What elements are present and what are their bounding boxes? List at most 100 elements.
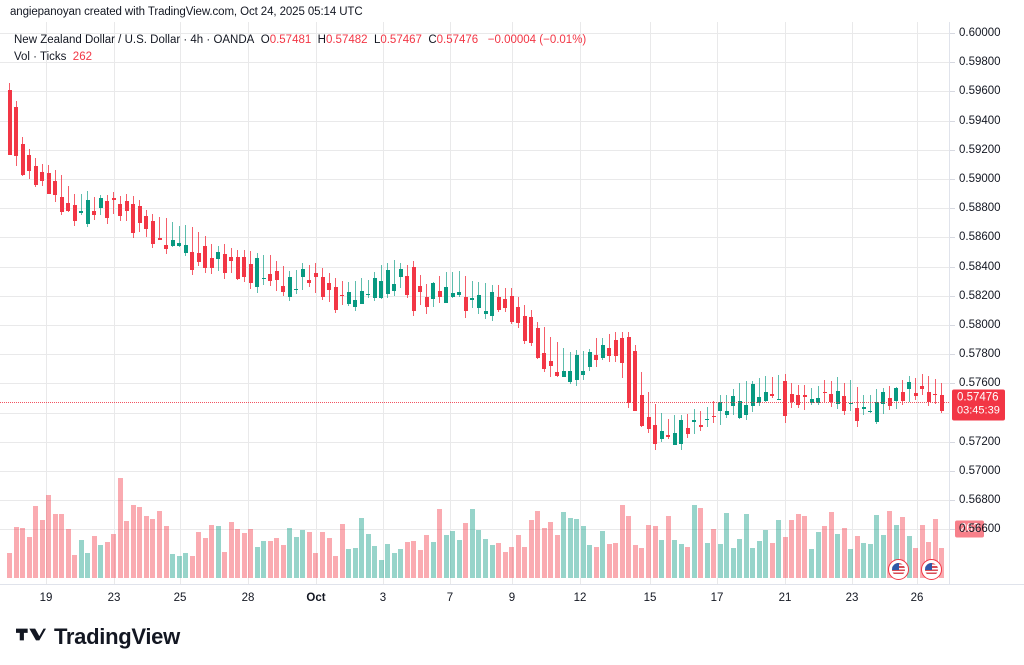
candle-wick	[817, 386, 819, 405]
volume-bar	[85, 553, 91, 578]
volume-bar	[567, 517, 573, 578]
candle-body	[926, 392, 931, 403]
volume-bar	[789, 519, 795, 578]
candle-wick	[915, 377, 917, 400]
volume-bar	[522, 547, 528, 578]
volume-bar	[52, 513, 58, 578]
candle-body	[124, 201, 129, 211]
volume-bar	[33, 506, 39, 578]
time-axis-tick: 12	[573, 592, 587, 604]
price-axis-tick: 0.59800	[959, 56, 1001, 69]
us-flag-icon	[925, 563, 938, 576]
volume-bar	[72, 554, 78, 578]
time-axis-tick: 23	[845, 592, 859, 604]
price-axis-tick-mark	[950, 354, 955, 356]
time-axis[interactable]: 19 23 25 28 Oct 3 7 9 12 15 17 21 23 26	[0, 584, 1024, 613]
candle-body	[346, 292, 351, 304]
price-axis-tick-mark	[950, 325, 955, 326]
gridline-horizontal	[0, 325, 949, 326]
candle-body	[724, 410, 729, 416]
candle-wick	[465, 275, 467, 318]
volume-bar	[385, 543, 391, 578]
volume-bar	[867, 543, 873, 578]
price-axis-tick-mark	[950, 149, 955, 151]
candle-body	[861, 407, 866, 410]
volume-bar	[939, 548, 945, 578]
volume-bar	[711, 528, 717, 578]
volume-bar	[202, 537, 208, 578]
gridline-vertical	[46, 22, 47, 584]
candle-body	[235, 256, 240, 280]
price-axis-tick: 0.59200	[959, 143, 1001, 156]
candle-body	[392, 283, 397, 291]
volume-bar	[822, 526, 827, 578]
volume-bar	[320, 531, 325, 578]
candle-body	[92, 210, 97, 215]
volume-bar	[215, 525, 221, 578]
volume-bar	[528, 519, 534, 578]
time-axis-tick: Oct	[306, 592, 326, 604]
volume-bar	[111, 534, 117, 578]
chart-pane[interactable]: New Zealand Dollar / U.S. Dollar · 4h · …	[0, 22, 949, 584]
volume-bar	[189, 555, 195, 578]
current-price-badge: 0.57476 03:45:39	[952, 389, 1005, 420]
tradingview-logo: TradingView	[16, 626, 180, 648]
volume-bar	[235, 528, 241, 578]
candle-body	[711, 415, 716, 417]
candle-body	[692, 420, 697, 423]
price-axis-tick: 0.57800	[959, 348, 1001, 361]
candle-wick	[471, 281, 473, 308]
candle-body	[7, 89, 12, 156]
economic-event-marker-us-flag-icon[interactable]	[921, 559, 942, 580]
volume-bar	[828, 511, 834, 578]
volume-bar	[496, 542, 501, 578]
price-axis-tick-mark	[950, 266, 955, 268]
candle-body	[737, 400, 742, 419]
price-axis-tick: 0.57200	[959, 435, 1001, 448]
volume-bar	[339, 523, 345, 578]
attribution-text: angiepanoyan created with TradingView.co…	[10, 6, 363, 18]
gridline-horizontal	[0, 441, 949, 443]
volume-bar	[802, 516, 808, 578]
volume-bar	[78, 539, 84, 578]
gridline-vertical	[450, 22, 451, 584]
candle-body	[190, 251, 195, 270]
gridline-vertical	[717, 22, 718, 584]
volume-bar	[261, 540, 267, 578]
volume-bar	[809, 549, 814, 578]
candle-body	[516, 307, 521, 324]
candle-wick	[608, 334, 610, 362]
current-price-line	[0, 401, 949, 403]
volume-bar	[65, 529, 71, 578]
candle-wick	[674, 414, 675, 446]
candle-wick	[543, 327, 545, 373]
volume-bar	[163, 526, 169, 578]
us-flag-icon	[892, 563, 905, 576]
volume-bar	[613, 542, 619, 578]
price-axis[interactable]: 0.57476 03:45:39 262 0.60000 0.59800 0.596…	[949, 22, 1024, 584]
volume-bar	[20, 528, 25, 578]
candle-wick	[550, 337, 552, 377]
volume-bar	[137, 507, 143, 578]
price-axis-tick: 0.59000	[959, 173, 1001, 185]
price-axis-tick: 0.57000	[959, 465, 1001, 477]
candle-wick	[563, 348, 565, 378]
volume-bar	[143, 516, 149, 578]
economic-event-marker-us-flag-icon[interactable]	[888, 559, 909, 580]
gridline-vertical	[248, 22, 249, 584]
volume-bar	[737, 539, 743, 578]
candle-body	[379, 280, 384, 299]
candle-body	[868, 410, 873, 412]
price-axis-tick-mark	[950, 91, 955, 93]
volume-bar	[46, 495, 52, 578]
price-axis-tick-mark	[950, 295, 955, 297]
volume-bar	[906, 535, 912, 578]
candle-wick	[687, 414, 689, 438]
volume-bar	[541, 527, 547, 578]
volume-bar	[769, 542, 775, 578]
candle-body	[14, 107, 18, 157]
candle-body	[763, 391, 768, 401]
candle-wick	[93, 196, 95, 220]
volume-bar	[659, 540, 664, 578]
volume-bar	[932, 518, 938, 578]
